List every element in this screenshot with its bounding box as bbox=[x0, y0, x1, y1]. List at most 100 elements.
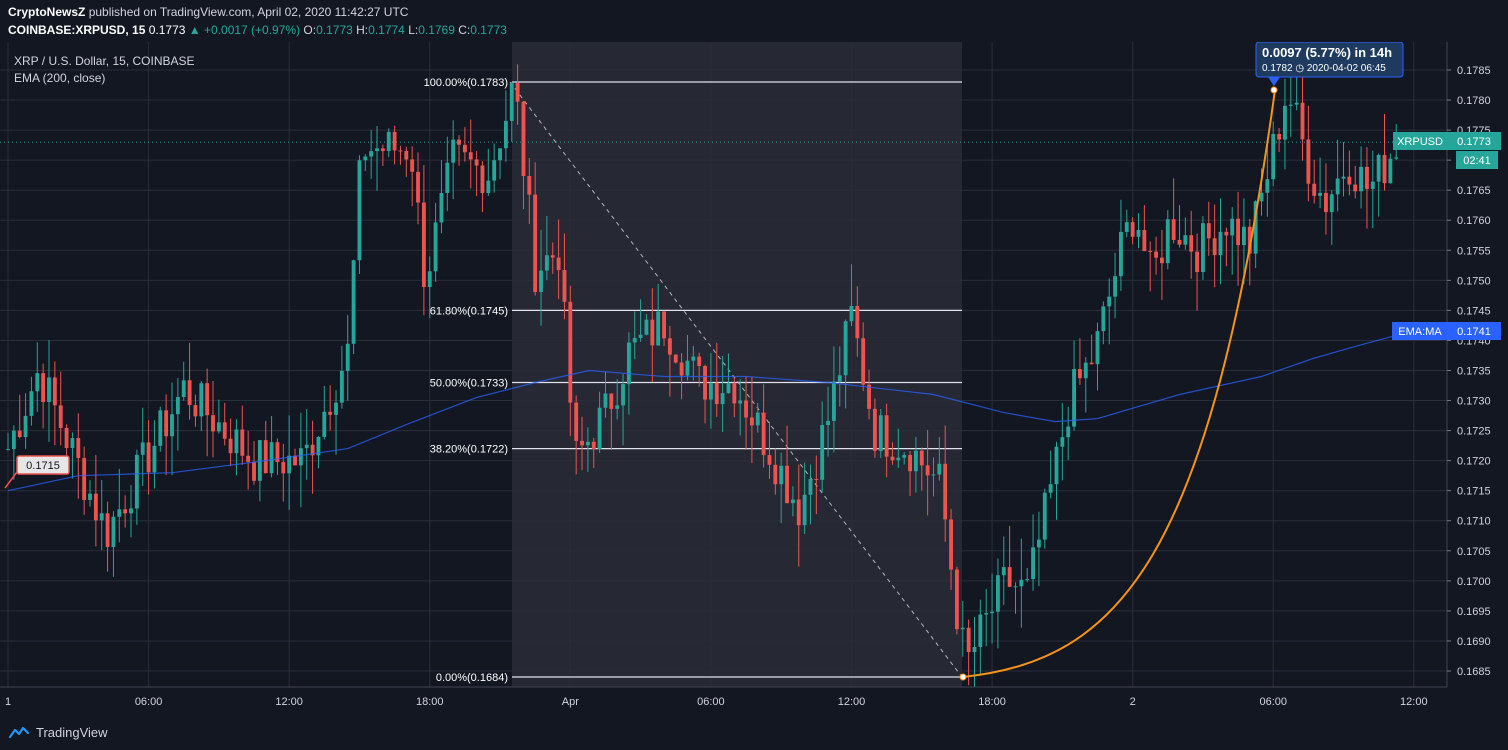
candle-body[interactable] bbox=[867, 384, 871, 409]
candle-body[interactable] bbox=[1019, 579, 1024, 587]
candle-body[interactable] bbox=[808, 479, 813, 495]
candle-body[interactable] bbox=[6, 449, 10, 451]
candle-body[interactable] bbox=[304, 444, 309, 449]
candle-body[interactable] bbox=[498, 148, 502, 161]
candle-body[interactable] bbox=[580, 440, 584, 446]
candle-body[interactable] bbox=[1347, 176, 1352, 185]
candle-body[interactable] bbox=[52, 377, 57, 406]
candle-body[interactable] bbox=[761, 412, 766, 456]
candle-body[interactable] bbox=[515, 83, 520, 102]
candle-body[interactable] bbox=[35, 373, 40, 392]
candle-body[interactable] bbox=[544, 255, 549, 271]
candle-body[interactable] bbox=[644, 319, 649, 335]
candle-body[interactable] bbox=[679, 362, 684, 376]
candle-body[interactable] bbox=[1212, 238, 1217, 256]
candle-body[interactable] bbox=[47, 377, 51, 402]
candle-body[interactable] bbox=[949, 519, 953, 570]
candle-body[interactable] bbox=[908, 455, 912, 472]
candle-body[interactable] bbox=[205, 383, 210, 416]
candle-body[interactable] bbox=[749, 417, 754, 426]
price-range-curve[interactable] bbox=[962, 89, 1276, 678]
candle-body[interactable] bbox=[175, 397, 180, 415]
candle-body[interactable] bbox=[773, 464, 778, 485]
candle-body[interactable] bbox=[392, 131, 397, 151]
candle-body[interactable] bbox=[1142, 229, 1147, 252]
candle-body[interactable] bbox=[556, 257, 561, 271]
candle-body[interactable] bbox=[1001, 567, 1006, 576]
candle-body[interactable] bbox=[410, 159, 415, 172]
candle-body[interactable] bbox=[843, 321, 848, 376]
candle-body[interactable] bbox=[831, 381, 836, 421]
candle-body[interactable] bbox=[1283, 105, 1287, 140]
candle-body[interactable] bbox=[550, 255, 555, 258]
candle-body[interactable] bbox=[785, 465, 789, 504]
candle-body[interactable] bbox=[29, 391, 34, 416]
candle-body[interactable] bbox=[1095, 331, 1100, 365]
candle-body[interactable] bbox=[913, 450, 918, 472]
candle-body[interactable] bbox=[111, 516, 116, 548]
candle-body[interactable] bbox=[1394, 157, 1399, 159]
candle-body[interactable] bbox=[199, 383, 204, 417]
candle-body[interactable] bbox=[1288, 104, 1293, 106]
candle-body[interactable] bbox=[1242, 226, 1246, 246]
candle-body[interactable] bbox=[41, 373, 46, 402]
candle-body[interactable] bbox=[451, 139, 456, 163]
candle-body[interactable] bbox=[820, 425, 825, 480]
candle-body[interactable] bbox=[1353, 184, 1358, 192]
candle-body[interactable] bbox=[468, 152, 473, 160]
candle-body[interactable] bbox=[1259, 192, 1264, 202]
candle-body[interactable] bbox=[685, 360, 690, 376]
candle-body[interactable] bbox=[123, 509, 128, 514]
candle-body[interactable] bbox=[1341, 176, 1346, 179]
candle-body[interactable] bbox=[351, 260, 356, 344]
measure-label[interactable]: 0.0097 (5.77%) in 14h 0.1782 ◷ 2020-04-0… bbox=[1255, 42, 1404, 86]
candle-body[interactable] bbox=[445, 162, 450, 193]
candle-body[interactable] bbox=[181, 380, 186, 398]
candle-body[interactable] bbox=[990, 611, 994, 614]
candle-body[interactable] bbox=[193, 405, 198, 417]
candle-body[interactable] bbox=[872, 408, 877, 451]
candle-body[interactable] bbox=[814, 479, 819, 481]
candle-body[interactable] bbox=[755, 412, 760, 426]
candle-body[interactable] bbox=[1370, 181, 1375, 189]
candle-body[interactable] bbox=[585, 441, 590, 446]
candle-body[interactable] bbox=[960, 627, 965, 630]
candle-body[interactable] bbox=[1077, 369, 1082, 379]
candle-body[interactable] bbox=[1206, 223, 1211, 239]
curve-start-handle[interactable] bbox=[959, 673, 967, 681]
candle-body[interactable] bbox=[140, 442, 145, 455]
candle-body[interactable] bbox=[978, 614, 983, 648]
candle-body[interactable] bbox=[1159, 257, 1164, 264]
candle-body[interactable] bbox=[849, 305, 854, 322]
candle-body[interactable] bbox=[439, 192, 444, 223]
price-chart[interactable]: 100.00%(0.1783) 61.80%(0.1745) 50.00%(0.17… bbox=[0, 42, 1508, 717]
candle-body[interactable] bbox=[1042, 492, 1047, 540]
candle-body[interactable] bbox=[650, 319, 655, 346]
candle-body[interactable] bbox=[1113, 276, 1117, 297]
candle-body[interactable] bbox=[855, 305, 860, 339]
candle-body[interactable] bbox=[1271, 133, 1276, 180]
candle-body[interactable] bbox=[246, 455, 251, 462]
candle-body[interactable] bbox=[943, 463, 948, 520]
candle-body[interactable] bbox=[697, 356, 702, 367]
candle-body[interactable] bbox=[1335, 178, 1340, 195]
candle-body[interactable] bbox=[878, 415, 883, 451]
candle-body[interactable] bbox=[263, 440, 268, 474]
candle-body[interactable] bbox=[234, 429, 239, 454]
candlestick-series[interactable] bbox=[6, 64, 1399, 689]
candle-body[interactable] bbox=[240, 429, 245, 456]
candle-body[interactable] bbox=[1148, 251, 1153, 253]
candle-body[interactable] bbox=[1318, 192, 1323, 196]
candle-body[interactable] bbox=[146, 442, 151, 473]
candle-body[interactable] bbox=[1388, 158, 1393, 184]
candle-body[interactable] bbox=[1329, 194, 1334, 213]
candle-body[interactable] bbox=[521, 101, 526, 177]
candle-body[interactable] bbox=[275, 442, 280, 463]
candle-body[interactable] bbox=[656, 311, 661, 346]
candle-body[interactable] bbox=[691, 356, 696, 361]
candle-body[interactable] bbox=[1382, 154, 1387, 184]
candle-body[interactable] bbox=[170, 414, 174, 437]
candle-body[interactable] bbox=[363, 156, 368, 161]
candle-body[interactable] bbox=[972, 647, 977, 653]
candle-body[interactable] bbox=[129, 508, 133, 514]
